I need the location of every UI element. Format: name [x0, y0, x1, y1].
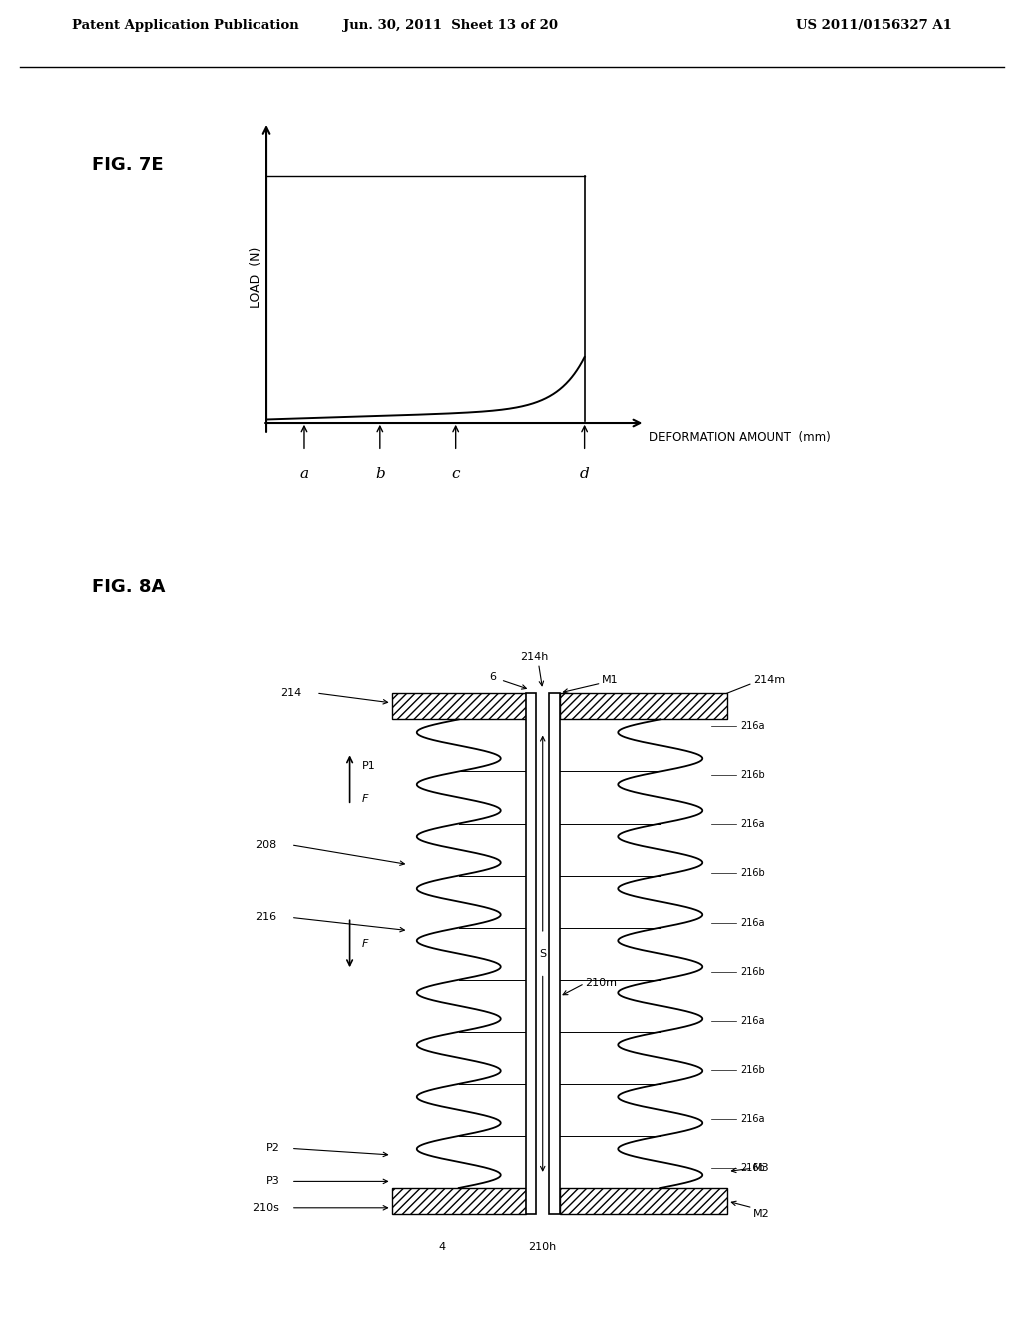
Text: c: c	[452, 466, 460, 480]
Text: 216a: 216a	[740, 721, 765, 731]
Text: d: d	[580, 466, 590, 480]
Bar	[526, 693, 536, 1214]
Text: 216a: 216a	[740, 820, 765, 829]
Text: M2: M2	[753, 1209, 769, 1220]
Text: 216b: 216b	[740, 869, 765, 878]
Text: 210h: 210h	[528, 1242, 557, 1253]
Bar	[559, 1188, 727, 1214]
Bar	[391, 693, 526, 719]
Text: 216b: 216b	[740, 770, 765, 780]
Text: 6: 6	[488, 672, 496, 681]
Text: 208: 208	[255, 840, 276, 850]
Text: M3: M3	[753, 1163, 769, 1173]
Text: 216a: 216a	[740, 1016, 765, 1026]
Text: F: F	[362, 939, 369, 949]
Text: 216b: 216b	[740, 1163, 765, 1173]
Text: 214: 214	[281, 688, 301, 698]
Bar	[550, 693, 559, 1214]
Text: US 2011/0156327 A1: US 2011/0156327 A1	[797, 18, 952, 32]
Text: 216b: 216b	[740, 966, 765, 977]
Bar	[559, 693, 727, 719]
Text: P2: P2	[265, 1143, 280, 1154]
Text: FIG. 8A: FIG. 8A	[92, 578, 166, 597]
Text: 210m: 210m	[585, 978, 616, 989]
Text: 216b: 216b	[740, 1065, 765, 1074]
Text: b: b	[375, 466, 385, 480]
Text: LOAD  (N): LOAD (N)	[251, 247, 263, 308]
Text: DEFORMATION AMOUNT  (mm): DEFORMATION AMOUNT (mm)	[649, 430, 830, 444]
Text: 216a: 216a	[740, 1114, 765, 1125]
Text: 210s: 210s	[252, 1203, 280, 1213]
Text: P3: P3	[265, 1176, 280, 1187]
Text: S: S	[540, 949, 546, 958]
Text: 214m: 214m	[753, 675, 784, 685]
Text: 216: 216	[255, 912, 276, 923]
Text: P1: P1	[362, 760, 376, 771]
Text: FIG. 7E: FIG. 7E	[92, 156, 164, 174]
Text: F: F	[362, 793, 369, 804]
Text: M1: M1	[601, 675, 618, 685]
Text: 214h: 214h	[520, 652, 549, 661]
Bar	[391, 1188, 526, 1214]
Text: 4: 4	[438, 1242, 445, 1253]
Text: Jun. 30, 2011  Sheet 13 of 20: Jun. 30, 2011 Sheet 13 of 20	[343, 18, 558, 32]
Text: a: a	[299, 466, 308, 480]
Text: 216a: 216a	[740, 917, 765, 928]
Text: Patent Application Publication: Patent Application Publication	[72, 18, 298, 32]
